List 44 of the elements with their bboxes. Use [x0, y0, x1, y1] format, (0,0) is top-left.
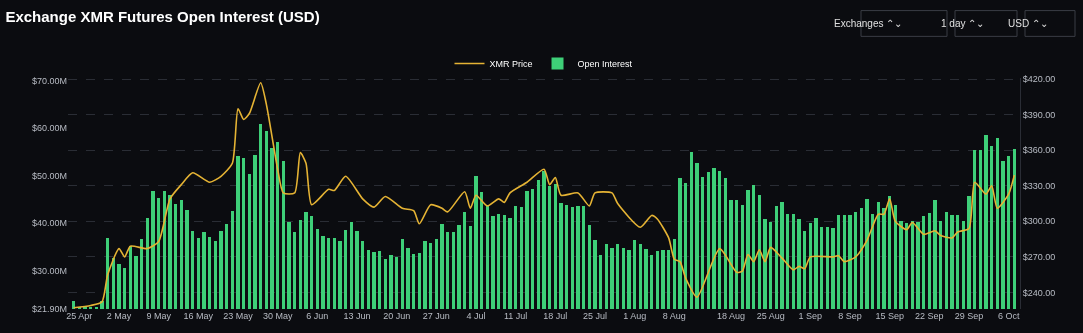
x-tick-label: 23 May [223, 311, 254, 321]
x-tick-label: 20 Jun [383, 311, 411, 321]
x-tick-label: 8 Aug [662, 311, 686, 321]
x-tick-label: 8 Sep [838, 311, 862, 321]
x-tick-label: 18 Aug [716, 311, 746, 321]
y-tick-label: $30.00M [31, 265, 67, 276]
x-tick-label: 29 Sep [954, 311, 984, 321]
x-tick-label: 22 Sep [915, 311, 944, 321]
x-tick-label: 18 Jul [543, 311, 568, 321]
x-tick-label: 1 Sep [798, 311, 823, 321]
y2-tick-label: $270.00 [1022, 252, 1056, 263]
x-tick-label: 1 Aug [623, 311, 647, 321]
chart-title: Exchange XMR Futures Open Interest (USD) [5, 7, 320, 25]
x-tick-label: 27 Jun [422, 311, 450, 321]
y2-tick-label: $330.00 [1022, 180, 1056, 191]
x-tick-label: 9 May [146, 311, 172, 321]
y-tick-label: $40.00M [31, 218, 67, 229]
text: 1 day ⌃⌄ [941, 18, 985, 29]
y2-tick-label: $360.00 [1022, 145, 1056, 156]
text: Exchanges ⌃⌄ [834, 18, 903, 29]
text: USD ⌃⌄ [1008, 18, 1048, 29]
x-tick-label: 25 Jul [582, 311, 608, 321]
x-tick-label: 25 Aug [756, 311, 785, 321]
y-tick-label: $21.90M [31, 304, 67, 315]
legend-label: XMR Price [489, 59, 533, 70]
y-tick-label: $50.00M [31, 170, 67, 181]
x-tick-label: 15 Sep [875, 311, 904, 321]
x-tick-label: 2 May [106, 311, 132, 321]
x-tick-label: 6 Jun [306, 311, 329, 321]
y2-tick-label: $420.00 [1022, 74, 1056, 85]
y2-tick-label: $390.00 [1022, 109, 1056, 120]
x-tick-label: 4 Jul [466, 311, 486, 321]
y2-tick-label: $240.00 [1022, 287, 1056, 298]
legend-label: Open Interest [577, 59, 633, 70]
x-tick-label: 30 May [262, 311, 293, 321]
x-tick-label: 16 May [183, 311, 214, 321]
x-tick-label: 6 Oct [997, 311, 1020, 321]
x-tick-label: 11 Jul [503, 311, 528, 321]
y-tick-label: $60.00M [31, 123, 67, 134]
x-tick-label: 25 Apr [66, 311, 93, 321]
x-tick-label: 13 Jun [343, 311, 371, 321]
line-series [72, 81, 1016, 309]
y2-tick-label: $300.00 [1022, 216, 1056, 227]
y-tick-label: $70.00M [31, 75, 67, 86]
